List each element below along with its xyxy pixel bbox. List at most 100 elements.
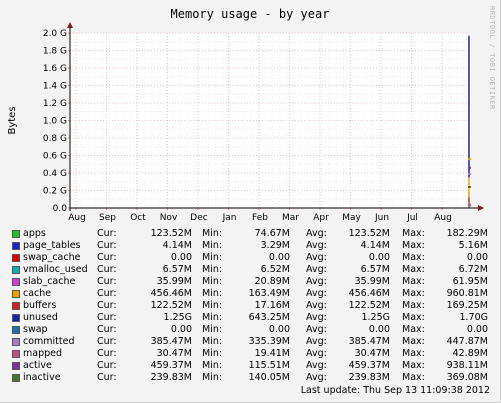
x-tick-label: Apr bbox=[313, 213, 329, 223]
legend-cur-value: 385.47M bbox=[150, 336, 192, 347]
legend-min-value: 0.00 bbox=[268, 252, 290, 263]
legend-swatch bbox=[12, 314, 20, 322]
legend-cur-label: Cur: bbox=[97, 240, 117, 251]
x-tick-label: Oct bbox=[130, 213, 146, 223]
x-tick-label: Feb bbox=[252, 213, 268, 223]
series-point-cache bbox=[468, 158, 471, 160]
legend-cur-value: 239.83M bbox=[150, 372, 192, 383]
legend-series-name: apps bbox=[23, 228, 46, 239]
y-tick-label: 1.2 G bbox=[43, 99, 67, 109]
legend-swatch bbox=[12, 350, 20, 358]
legend-swatch bbox=[12, 266, 20, 274]
legend-min-value: 20.89M bbox=[254, 276, 290, 287]
legend-max-label: Max: bbox=[402, 348, 425, 359]
legend-avg-value: 456.46M bbox=[348, 288, 390, 299]
legend-max-value: 1.70G bbox=[459, 312, 488, 323]
legend-max-value: 5.16M bbox=[458, 240, 488, 251]
legend-max-label: Max: bbox=[402, 228, 425, 239]
legend-cur-value: 459.37M bbox=[150, 360, 192, 371]
legend-min-label: Min: bbox=[202, 264, 223, 275]
legend-series-name: active bbox=[23, 360, 52, 371]
legend-max-value: 0.00 bbox=[466, 324, 488, 335]
legend-max-label: Max: bbox=[402, 372, 425, 383]
legend-swatch bbox=[12, 326, 20, 334]
legend-min-value: 6.52M bbox=[260, 264, 290, 275]
legend-row: inactive Cur: 239.83M Min: 140.05M Avg: 239.83… bbox=[12, 372, 490, 384]
legend-avg-label: Avg: bbox=[306, 312, 327, 323]
legend-cur-label: Cur: bbox=[97, 300, 117, 311]
legend-series-name: buffers bbox=[23, 300, 57, 311]
series-point-active bbox=[468, 166, 471, 169]
legend-cur-label: Cur: bbox=[97, 264, 117, 275]
x-axis-arrow bbox=[478, 205, 484, 211]
x-tick-label: Dec bbox=[190, 213, 207, 223]
x-tick-label: Jun bbox=[374, 213, 389, 223]
legend-row: active Cur: 459.37M Min: 115.51M Avg: 459.37M M… bbox=[12, 360, 490, 372]
x-tick-label: May bbox=[342, 213, 361, 223]
legend-min-label: Min: bbox=[202, 288, 223, 299]
legend-max-label: Max: bbox=[402, 300, 425, 311]
y-tick-label: 0.2 G bbox=[43, 187, 67, 197]
legend-avg-label: Avg: bbox=[306, 228, 327, 239]
x-tick-label: Aug bbox=[68, 213, 86, 223]
legend-cur-label: Cur: bbox=[97, 288, 117, 299]
legend-min-label: Min: bbox=[202, 336, 223, 347]
legend-swatch bbox=[12, 374, 20, 382]
legend-min-value: 0.00 bbox=[268, 324, 290, 335]
legend-max-value: 6.72M bbox=[458, 264, 488, 275]
legend-cur-label: Cur: bbox=[97, 324, 117, 335]
y-tick-label: 0.4 G bbox=[43, 169, 67, 179]
legend-avg-value: 122.52M bbox=[348, 300, 390, 311]
legend-max-value: 447.87M bbox=[446, 336, 488, 347]
legend: apps Cur: 123.52M Min: 74.67M Avg: 123.52M Max:… bbox=[12, 228, 490, 384]
legend-row: page_tables Cur: 4.14M Min: 3.29M Avg: 4.14M Ma… bbox=[12, 240, 490, 252]
legend-avg-label: Avg: bbox=[306, 360, 327, 371]
y-tick-label: 0.0 bbox=[53, 204, 68, 214]
x-tick-label: Jan bbox=[222, 213, 237, 223]
legend-avg-value: 0.00 bbox=[368, 252, 390, 263]
legend-swatch bbox=[12, 290, 20, 298]
legend-avg-label: Avg: bbox=[306, 276, 327, 287]
legend-min-label: Min: bbox=[202, 348, 223, 359]
legend-min-value: 140.05M bbox=[248, 372, 290, 383]
legend-row: unused Cur: 1.25G Min: 643.25M Avg: 1.25G Max: 1… bbox=[12, 312, 490, 324]
legend-series-name: unused bbox=[23, 312, 58, 323]
legend-cur-value: 123.52M bbox=[150, 228, 192, 239]
legend-min-label: Min: bbox=[202, 276, 223, 287]
legend-swatch bbox=[12, 338, 20, 346]
legend-min-label: Min: bbox=[202, 324, 223, 335]
legend-max-value: 0.00 bbox=[466, 252, 488, 263]
legend-cur-label: Cur: bbox=[97, 348, 117, 359]
legend-row: buffers Cur: 122.52M Min: 17.16M Avg: 122.52M M… bbox=[12, 300, 490, 312]
legend-row: vmalloc_used Cur: 6.57M Min: 6.52M Avg: 6.57M M… bbox=[12, 264, 490, 276]
legend-series-name: cache bbox=[23, 288, 52, 299]
legend-cur-label: Cur: bbox=[97, 360, 117, 371]
y-tick-label: 1.0 G bbox=[43, 117, 67, 127]
series-point-inactive bbox=[468, 186, 471, 188]
legend-avg-label: Avg: bbox=[306, 252, 327, 263]
legend-swatch bbox=[12, 230, 20, 238]
legend-max-value: 169.25M bbox=[446, 300, 488, 311]
legend-swatch bbox=[12, 254, 20, 262]
legend-avg-value: 0.00 bbox=[368, 324, 390, 335]
legend-max-value: 42.89M bbox=[452, 348, 488, 359]
legend-row: cache Cur: 456.46M Min: 163.49M Avg: 456.46M Ma… bbox=[12, 288, 490, 300]
legend-max-label: Max: bbox=[402, 252, 425, 263]
legend-series-name: vmalloc_used bbox=[23, 264, 88, 275]
legend-min-value: 163.49M bbox=[248, 288, 290, 299]
legend-min-value: 643.25M bbox=[248, 312, 290, 323]
legend-swatch bbox=[12, 242, 20, 250]
legend-cur-label: Cur: bbox=[97, 336, 117, 347]
legend-cur-label: Cur: bbox=[97, 252, 117, 263]
legend-series-name: committed bbox=[23, 336, 75, 347]
legend-cur-value: 0.00 bbox=[170, 252, 192, 263]
legend-cur-value: 0.00 bbox=[170, 324, 192, 335]
legend-max-value: 182.29M bbox=[446, 228, 488, 239]
legend-series-name: inactive bbox=[23, 372, 61, 383]
legend-row: swap Cur: 0.00 Min: 0.00 Avg: 0.00 Max: 0.00 bbox=[12, 324, 490, 336]
legend-min-label: Min: bbox=[202, 312, 223, 323]
legend-avg-value: 30.47M bbox=[354, 348, 390, 359]
series-point-committed bbox=[468, 172, 471, 175]
legend-max-value: 61.95M bbox=[452, 276, 488, 287]
